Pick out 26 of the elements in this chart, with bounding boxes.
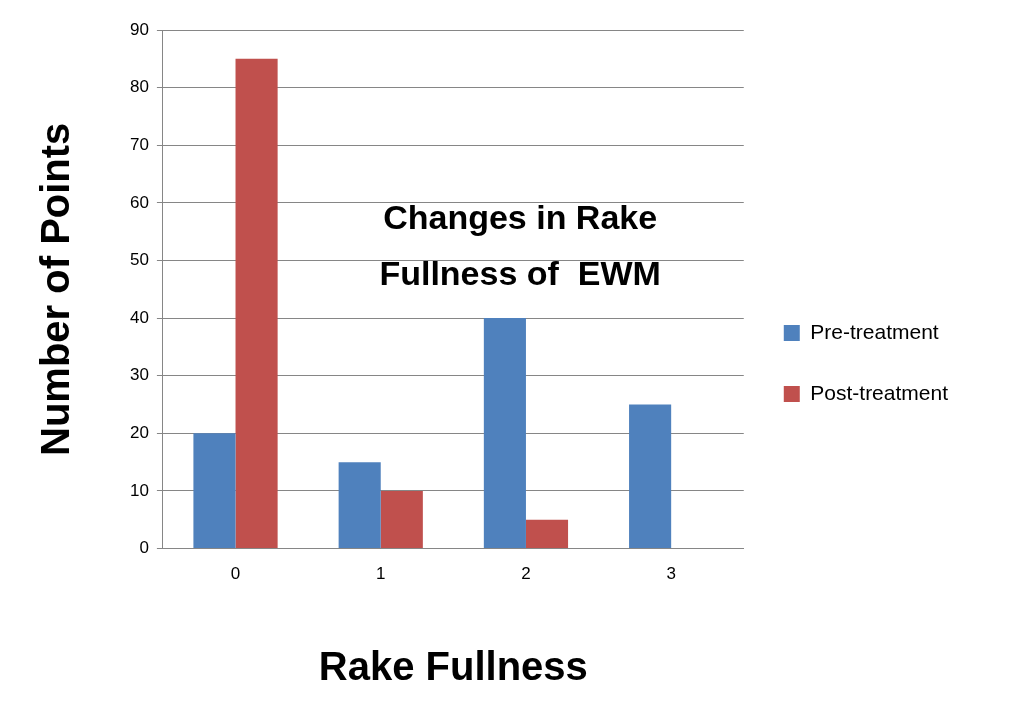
bar [525, 519, 569, 549]
legend-label: Post-treatment [810, 380, 949, 404]
y-tick-label: 40 [129, 307, 149, 327]
y-tick-label: 20 [129, 423, 149, 443]
legend-label: Pre-treatment [810, 319, 939, 343]
bar [380, 490, 423, 549]
x-axis-title: Rake Fullness [318, 644, 588, 689]
bar [483, 318, 526, 549]
y-tick-label: 60 [129, 192, 149, 212]
bar [193, 433, 236, 549]
x-tick-label: 0 [230, 564, 241, 584]
y-axis-title: Number of Points [33, 122, 78, 456]
y-tick-label: 10 [129, 480, 149, 500]
y-tick-label: 50 [129, 250, 149, 270]
x-tick-label: 3 [666, 564, 676, 584]
bar [338, 462, 381, 549]
text: Changes in Rake Fullness of EWM [379, 198, 661, 293]
bar [235, 58, 278, 549]
y-tick-label: 70 [129, 134, 149, 154]
y-tick-label: 30 [129, 365, 149, 385]
y-tick-label: 90 [129, 19, 149, 39]
y-tick-label: 80 [129, 77, 149, 97]
bar [629, 404, 672, 549]
x-tick-label: 2 [521, 564, 531, 584]
x-tick-label: 1 [376, 564, 386, 584]
y-tick-label: 0 [139, 538, 149, 558]
